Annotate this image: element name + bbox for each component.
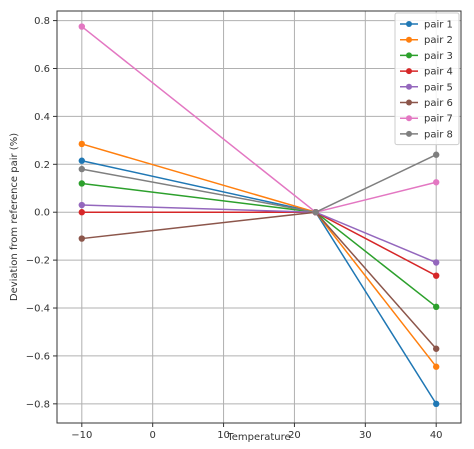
y-axis-ticks: −0.8 −0.6 −0.4 −0.2 0.0 0.2 0.4 0.6 0.8 [26, 16, 57, 410]
y-tick-label: −0.2 [26, 256, 50, 267]
y-tick-label: 0.6 [34, 64, 50, 75]
data-point [432, 179, 440, 186]
legend-marker [406, 36, 412, 43]
series-line-8 [81, 154, 437, 213]
x-tick-label: 30 [359, 430, 372, 441]
x-axis-label: Temperature [226, 432, 290, 443]
legend-item: pair 6 [400, 98, 453, 109]
data-point [432, 345, 440, 352]
legend-label: pair 7 [424, 114, 453, 125]
legend-item: pair 1 [400, 20, 453, 31]
legend-item: pair 5 [400, 82, 453, 93]
data-point [432, 303, 440, 311]
y-tick-label: −0.6 [26, 351, 50, 362]
x-tick-label: 10 [217, 430, 230, 441]
y-tick-label: −0.8 [26, 399, 50, 410]
data-point [78, 235, 86, 242]
legend-label: pair 2 [424, 35, 453, 46]
legend-item: pair 2 [400, 35, 453, 46]
legend-item: pair 3 [400, 51, 453, 62]
legend-marker [406, 68, 412, 75]
data-point [432, 363, 440, 370]
x-tick-label: 0 [149, 430, 155, 441]
series-line-1 [81, 159, 437, 405]
series-line-5 [81, 204, 437, 264]
y-tick-label: 0.0 [34, 208, 50, 219]
series-lines [81, 25, 437, 405]
x-axis-ticks: −10 0 10 20 30 40 [71, 423, 443, 441]
series-line-6 [81, 211, 437, 350]
series-line-7 [81, 25, 437, 214]
legend-label: pair 4 [424, 67, 453, 78]
data-point [312, 209, 319, 216]
y-tick-label: −0.4 [26, 304, 50, 315]
legend-item: pair 8 [400, 129, 453, 140]
legend-label: pair 8 [424, 129, 453, 140]
data-point [432, 400, 440, 408]
series-line-2 [81, 143, 437, 368]
legend-marker [406, 115, 412, 122]
y-tick-label: 0.8 [34, 16, 50, 27]
data-point [78, 23, 86, 30]
series-points [78, 23, 440, 408]
data-point [78, 140, 86, 148]
y-axis-label: Deviation from reference pair (%) [9, 133, 20, 301]
data-point [432, 272, 440, 279]
legend-marker [406, 21, 412, 27]
data-point [78, 165, 86, 173]
legend-label: pair 1 [424, 20, 453, 31]
legend-label: pair 5 [424, 82, 453, 93]
y-tick-label: 0.2 [34, 160, 50, 171]
legend-label: pair 6 [424, 98, 453, 109]
legend-label: pair 3 [424, 51, 453, 62]
data-point [432, 151, 440, 158]
data-point [78, 157, 86, 164]
data-point [78, 209, 86, 216]
legend-item: pair 4 [400, 67, 453, 78]
y-tick-label: 0.4 [34, 112, 50, 123]
legend-item: pair 7 [400, 114, 453, 125]
x-tick-label: 20 [288, 430, 301, 441]
data-point [432, 259, 440, 266]
series-line-4 [81, 211, 437, 277]
legend-marker [406, 130, 412, 137]
x-tick-label: 40 [430, 430, 443, 441]
plot-frame [56, 10, 462, 424]
legend: pair 1 pair 2 pair 3 pair 4 pair 5 pair 6 pair… [394, 12, 460, 146]
legend-marker [406, 99, 412, 106]
legend-marker [406, 83, 412, 90]
legend-marker [406, 52, 412, 59]
data-point [78, 180, 86, 187]
legend-frame [394, 12, 460, 146]
data-point [78, 201, 86, 209]
x-tick-label: −10 [71, 430, 92, 441]
